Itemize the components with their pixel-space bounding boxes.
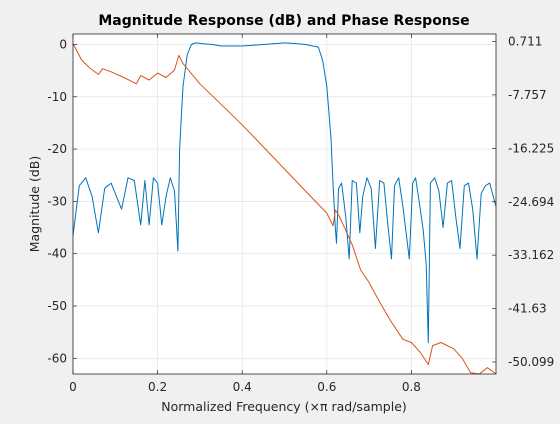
y-tick-label-right: -24.694 <box>508 195 554 209</box>
x-tick-label: 0.4 <box>233 380 252 394</box>
y-tick-label-right: -50.099 <box>508 355 554 369</box>
chart-title: Magnitude Response (dB) and Phase Respon… <box>98 13 469 29</box>
y-tick-label-right: 0.711 <box>508 35 542 49</box>
y-tick-label-right: -41.63 <box>508 302 547 316</box>
x-tick-label: 0.2 <box>148 380 167 394</box>
y-tick-label-left: -10 <box>47 90 67 104</box>
ticks: 0 0.2 0.4 0.6 0.8 0 -10 -20 -30 -40 -50 -60 0.711 -7.… <box>47 34 554 394</box>
y-tick-label-right: -33.162 <box>508 248 554 262</box>
y-tick-label-left: -50 <box>47 299 67 313</box>
y-tick-label-left: 0 <box>59 37 67 51</box>
y-tick-label-left: -40 <box>47 247 67 261</box>
x-tick-label: 0.6 <box>317 380 336 394</box>
y-tick-label-left: -60 <box>47 351 67 365</box>
magnitude-response-line <box>72 42 497 344</box>
data-series <box>72 42 497 375</box>
x-axis-label: Normalized Frequency (×π rad/sample) <box>161 399 407 414</box>
x-tick-label: 0 <box>69 380 77 394</box>
axes-frame <box>72 33 497 375</box>
y-tick-label-left: -20 <box>47 142 67 156</box>
y-axis-label: Magnitude (dB) <box>27 156 42 252</box>
phase-response-line <box>72 43 497 375</box>
y-tick-label-right: -7.757 <box>508 88 547 102</box>
y-tick-label-right: -16.225 <box>508 141 554 155</box>
x-tick-label: 0.8 <box>402 380 421 394</box>
plot-area <box>73 34 496 374</box>
y-tick-label-left: -30 <box>47 194 67 208</box>
